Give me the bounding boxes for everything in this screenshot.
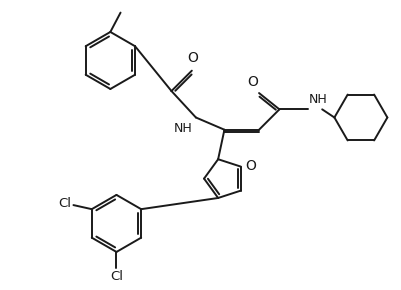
Text: NH: NH xyxy=(174,122,192,135)
Text: Cl: Cl xyxy=(110,270,123,283)
Text: O: O xyxy=(244,159,255,173)
Text: O: O xyxy=(247,75,258,89)
Text: Cl: Cl xyxy=(58,197,71,210)
Text: NH: NH xyxy=(308,93,327,106)
Text: O: O xyxy=(187,50,198,65)
